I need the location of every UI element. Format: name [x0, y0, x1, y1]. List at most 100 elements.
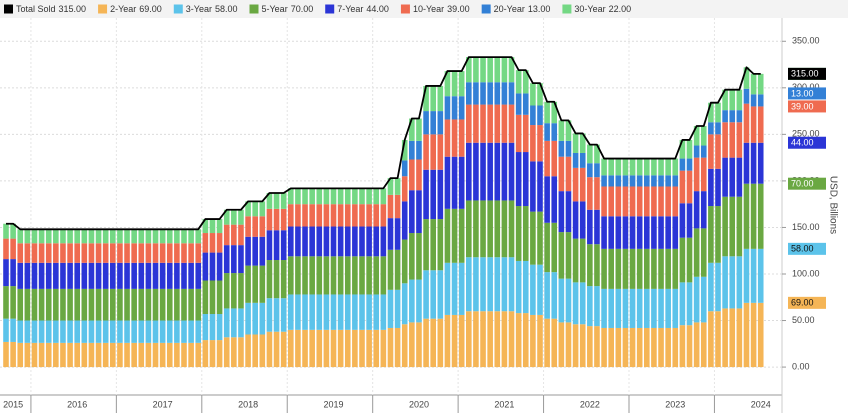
bar-segment	[715, 206, 721, 263]
bar-segment	[231, 209, 237, 225]
bar-segment	[238, 273, 244, 309]
bar-segment	[302, 256, 308, 295]
bar-segment	[501, 82, 508, 105]
bar-segment	[451, 96, 458, 120]
bar-segment	[594, 286, 600, 327]
bar-segment	[515, 93, 522, 115]
bar-segment	[53, 320, 59, 343]
bar-segment	[423, 270, 429, 319]
bar-segment	[373, 329, 380, 368]
legend-value: 315.00	[59, 4, 87, 14]
bar-segment	[288, 329, 294, 368]
bar-segment	[551, 140, 558, 177]
bar-segment	[337, 226, 344, 257]
bar-segment	[231, 308, 237, 338]
bar-segment	[31, 262, 38, 289]
bar-segment	[693, 157, 700, 192]
bar-segment	[665, 327, 671, 368]
bar-segment	[515, 260, 522, 314]
bar-segment	[658, 216, 664, 249]
bar-segment	[152, 243, 159, 263]
bar-segment	[117, 320, 123, 343]
bar-segment	[437, 270, 444, 319]
bar-segment	[565, 140, 572, 157]
bar-segment	[508, 257, 515, 312]
bar-segment	[95, 262, 102, 289]
bar-segment	[686, 158, 693, 171]
bar-segment	[3, 341, 9, 368]
bar-segment	[209, 280, 216, 315]
bar-segment	[259, 201, 266, 217]
bar-segment	[579, 167, 586, 202]
bar-segment	[223, 337, 230, 368]
bar-segment	[636, 186, 643, 217]
legend-strip	[0, 0, 848, 18]
bar-segment	[223, 209, 230, 225]
bar-segment	[494, 257, 501, 312]
bar-segment	[444, 119, 451, 157]
bar-segment	[409, 233, 415, 280]
bar-segment	[466, 142, 472, 201]
bar-segment	[88, 320, 95, 343]
bar-segment	[594, 163, 600, 178]
bar-segment	[380, 256, 387, 295]
bar-segment	[124, 320, 130, 343]
last-value-badge	[788, 67, 826, 80]
bar-segment	[302, 294, 308, 330]
bar-segment	[102, 229, 109, 244]
bar-segment	[366, 256, 372, 295]
bar-segment	[658, 288, 664, 328]
legend-label: 2-Year	[110, 4, 136, 14]
bar-segment	[615, 175, 622, 187]
bar-segment	[3, 223, 9, 239]
bar-segment	[60, 342, 66, 368]
bar-segment	[430, 134, 436, 170]
bar-segment	[323, 329, 330, 368]
bar-segment	[729, 256, 736, 309]
bar-segment	[266, 230, 273, 261]
bar-segment	[188, 262, 194, 289]
bar-segment	[31, 342, 38, 368]
bar-segment	[601, 248, 607, 289]
bar-segment	[601, 327, 607, 368]
bar-segment	[579, 282, 586, 325]
bar-segment	[480, 104, 486, 143]
bar-segment	[444, 71, 451, 97]
legend-label: Total Sold	[16, 4, 56, 14]
bar-segment	[423, 169, 429, 220]
bar-segment	[401, 201, 408, 240]
bar-segment	[679, 139, 686, 159]
bar-segment	[601, 175, 607, 187]
bar-segment	[138, 288, 145, 321]
bar-segment	[45, 320, 52, 343]
x-tick-label: 2023	[665, 399, 685, 409]
bar-segment	[686, 237, 693, 283]
bar-segment	[166, 243, 173, 263]
bar-segment	[473, 142, 479, 201]
bar-segment	[715, 168, 721, 207]
bar-segment	[288, 294, 294, 330]
bar-segment	[722, 89, 728, 111]
bar-segment	[202, 340, 209, 368]
bar-segment	[316, 188, 323, 205]
bar-segment	[273, 208, 280, 231]
bar-segment	[273, 193, 280, 209]
bar-segment	[373, 256, 380, 295]
bar-segment	[743, 142, 750, 184]
bar-segment	[330, 329, 337, 368]
bar-segment	[373, 188, 380, 205]
bar-segment	[280, 260, 287, 299]
bar-segment	[636, 158, 643, 176]
bar-segment	[88, 229, 95, 244]
bar-segment	[366, 226, 372, 257]
bar-segment	[330, 294, 337, 330]
bar-segment	[487, 57, 493, 83]
bar-segment	[572, 167, 579, 202]
bar-segment	[615, 288, 622, 328]
bar-segment	[565, 191, 572, 233]
bar-segment	[280, 230, 287, 261]
bar-segment	[231, 273, 237, 309]
bar-segment	[579, 201, 586, 239]
last-value-badge	[788, 296, 826, 309]
